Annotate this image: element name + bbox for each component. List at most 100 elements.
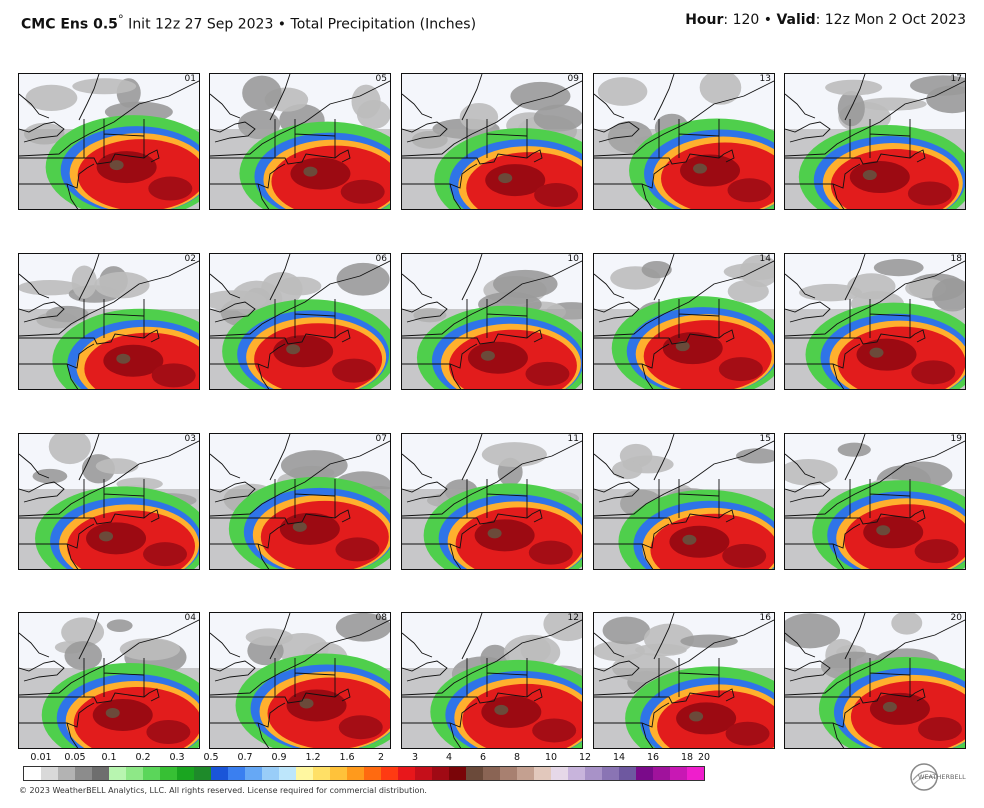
precipitation-map	[785, 434, 965, 569]
init-text: Init 12z 27 Sep 2023 • Total Precipitati…	[123, 16, 477, 33]
precipitation-map	[785, 613, 965, 748]
coastline	[210, 329, 351, 345]
hour-value: : 120 •	[723, 12, 777, 28]
state-border	[849, 479, 911, 518]
colorbar-swatch	[75, 767, 92, 780]
member-number: 18	[950, 254, 962, 264]
light-precip-area	[602, 616, 651, 645]
coastline	[402, 163, 478, 209]
colorbar-swatch	[194, 767, 211, 780]
ensemble-member-panel: 09	[401, 73, 583, 210]
ensemble-member-panel: 17	[784, 73, 966, 210]
extreme-precip-area	[876, 525, 891, 536]
extreme-precip-area	[675, 341, 690, 352]
extreme-precip-area	[286, 344, 301, 355]
colorbar-label: 16	[646, 752, 660, 763]
member-number: 13	[759, 74, 771, 84]
very-heavy-precip-area	[143, 542, 188, 567]
valid-time: Hour: 120 • Valid: 12z Mon 2 Oct 2023	[685, 12, 966, 28]
state-border	[849, 299, 911, 338]
member-number: 10	[567, 254, 579, 264]
lake-shoreline	[210, 632, 241, 658]
ensemble-member-panel: 03	[18, 433, 200, 570]
colorbar-swatch	[602, 767, 619, 780]
member-number: 11	[567, 434, 579, 444]
colorbar-swatch	[296, 767, 313, 780]
colorbar-swatch	[687, 767, 704, 780]
extreme-precip-area	[116, 353, 131, 364]
precipitation-map	[594, 613, 774, 748]
member-number: 01	[184, 74, 196, 84]
state-border	[844, 254, 866, 301]
light-precip-area	[825, 79, 883, 96]
colorbar-swatch	[517, 767, 534, 780]
member-number: 04	[184, 613, 196, 623]
light-precip-area	[873, 259, 924, 277]
weatherbell-logo: WEATHERBELL	[906, 760, 968, 794]
colorbar-label: 8	[513, 752, 521, 763]
state-border	[274, 479, 336, 518]
extreme-precip-area	[105, 707, 120, 718]
light-precip-area	[533, 104, 582, 132]
light-precip-area	[72, 78, 137, 95]
state-border	[274, 658, 336, 697]
colorbar-swatch	[364, 767, 381, 780]
very-heavy-precip-area	[676, 702, 737, 735]
light-precip-area	[739, 254, 774, 288]
member-number: 12	[567, 613, 579, 623]
coastline	[785, 509, 926, 525]
colorbar-label: 20	[697, 752, 711, 763]
colorbar-swatch	[58, 767, 75, 780]
lake-shoreline	[785, 121, 831, 143]
precipitation-map	[19, 434, 199, 569]
very-heavy-precip-area	[532, 718, 577, 743]
precipitation-map	[402, 254, 582, 389]
state-border	[19, 440, 199, 517]
very-heavy-precip-area	[907, 181, 952, 206]
lake-shoreline	[785, 660, 831, 682]
light-precip-area	[736, 448, 774, 464]
member-number: 08	[375, 613, 387, 623]
lake-shoreline	[594, 301, 640, 323]
colorbar-swatch	[92, 767, 109, 780]
state-border	[78, 613, 100, 660]
state-border	[653, 74, 675, 121]
colorbar-label: 0.3	[169, 752, 185, 763]
degree-mark: °	[117, 12, 124, 26]
state-border	[461, 434, 483, 481]
coastline	[594, 509, 735, 525]
colorbar-label: 0.1	[101, 752, 117, 763]
state-border	[658, 658, 720, 697]
light-precip-area	[351, 84, 381, 119]
coastline	[402, 509, 543, 525]
very-heavy-precip-area	[474, 519, 535, 552]
ensemble-member-panel: 10	[401, 253, 583, 390]
lake-shoreline	[210, 301, 256, 323]
colorbar-swatch	[347, 767, 364, 780]
state-border	[466, 119, 528, 158]
light-precip-area	[493, 269, 558, 299]
colorbar-label: 0.2	[135, 752, 151, 763]
very-heavy-precip-area	[481, 695, 542, 728]
colorbar-label: 12	[578, 752, 592, 763]
lake-shoreline	[402, 453, 433, 479]
state-border	[594, 80, 774, 157]
light-precip-area	[61, 617, 105, 647]
very-heavy-precip-area	[86, 522, 147, 555]
light-precip-area	[837, 442, 871, 457]
ensemble-member-panel: 18	[784, 253, 966, 390]
light-precip-area	[119, 638, 181, 661]
colorbar-label: 0.9	[271, 752, 287, 763]
member-number: 16	[759, 613, 771, 623]
state-border	[19, 260, 199, 337]
member-number: 20	[950, 613, 962, 623]
colorbar-swatch	[551, 767, 568, 780]
lake-shoreline	[785, 93, 816, 119]
colorbar-label: 6	[479, 752, 487, 763]
state-border	[269, 254, 291, 301]
lake-shoreline	[785, 453, 816, 479]
state-border	[269, 74, 291, 121]
colorbar-swatch	[330, 767, 347, 780]
precipitation-map	[594, 254, 774, 389]
state-border	[83, 119, 145, 158]
